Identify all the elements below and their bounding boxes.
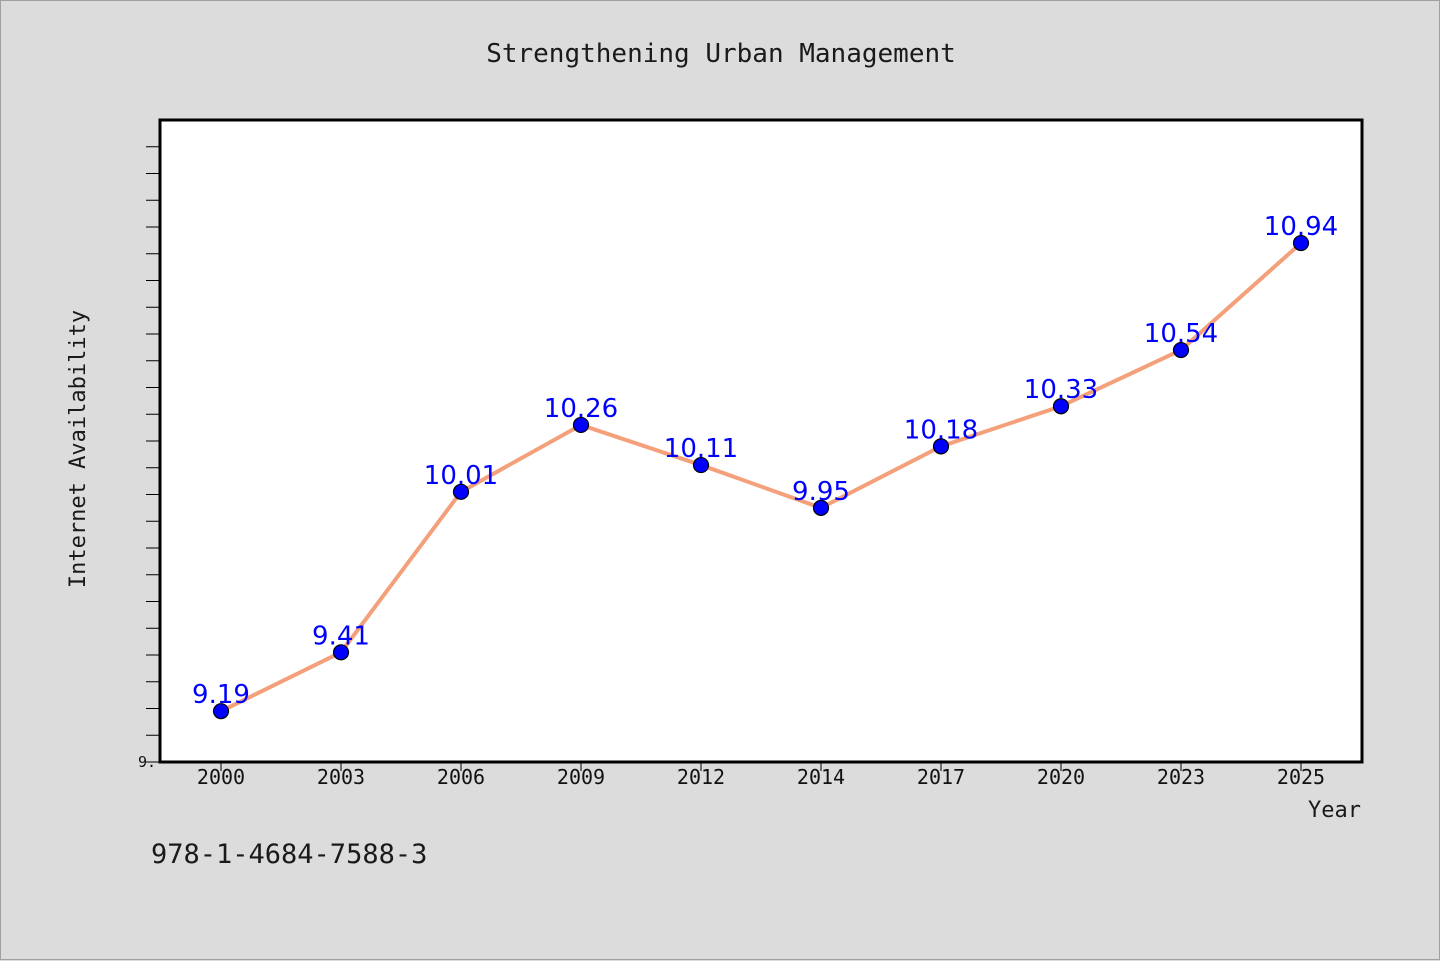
data-point-label: 10.33 xyxy=(1024,375,1098,405)
x-axis-ticks: 2000 2003 2006 2009 2012 2014 2017 2020 2023 2025 xyxy=(197,762,1325,789)
footer-isbn-text: 978-1-4684-7588-3 xyxy=(151,839,427,870)
data-point-label: 10.94 xyxy=(1264,212,1338,242)
data-labels: 9.19 9.41 10.01 10.26 10.11 9.95 10.18 10.33 10.… xyxy=(192,212,1338,710)
data-point-marker xyxy=(1292,234,1310,252)
x-tick-label: 2000 xyxy=(197,765,245,789)
x-tick-label: 2003 xyxy=(317,765,365,789)
data-point-label: 10.01 xyxy=(424,461,498,491)
x-tick-label: 2009 xyxy=(557,765,605,789)
data-point-marker xyxy=(812,499,830,516)
plot-area xyxy=(158,118,1364,764)
x-tick-label: 2006 xyxy=(437,765,485,789)
data-point-marker xyxy=(1172,341,1190,359)
data-point-label: 9.19 xyxy=(192,680,250,710)
data-point-marker xyxy=(212,703,230,720)
x-tick-label: 2012 xyxy=(677,765,725,789)
data-point-label: 10.26 xyxy=(544,394,618,424)
series-line-group xyxy=(219,241,1303,714)
y-axis-ticks xyxy=(146,146,160,763)
data-point-label: 9.95 xyxy=(792,477,850,507)
data-point-marker xyxy=(572,416,590,434)
data-point-marker xyxy=(692,456,710,474)
x-axis-label: Year xyxy=(1308,798,1361,823)
x-tick-label: 2020 xyxy=(1037,765,1085,789)
y-axis-label: Internet Availability xyxy=(66,310,91,588)
x-tick-label: 2017 xyxy=(917,765,965,789)
data-point-marker xyxy=(932,438,950,455)
data-point-label: 10.18 xyxy=(904,415,978,445)
data-point-label: 10.11 xyxy=(664,434,738,464)
x-tick-label: 2023 xyxy=(1157,765,1205,789)
data-point-label: 9.41 xyxy=(312,621,370,651)
chart-title: Strengthening Urban Management xyxy=(486,39,956,69)
data-markers xyxy=(212,234,1310,720)
series-line xyxy=(219,241,1303,714)
x-tick-label: 2014 xyxy=(797,765,845,789)
y-tick-label: 9. xyxy=(138,753,156,771)
data-point-marker xyxy=(1052,398,1070,415)
data-point-marker xyxy=(452,483,470,500)
x-tick-label: 2025 xyxy=(1277,765,1325,789)
data-point-label: 10.54 xyxy=(1144,319,1218,349)
data-point-marker xyxy=(332,644,350,661)
